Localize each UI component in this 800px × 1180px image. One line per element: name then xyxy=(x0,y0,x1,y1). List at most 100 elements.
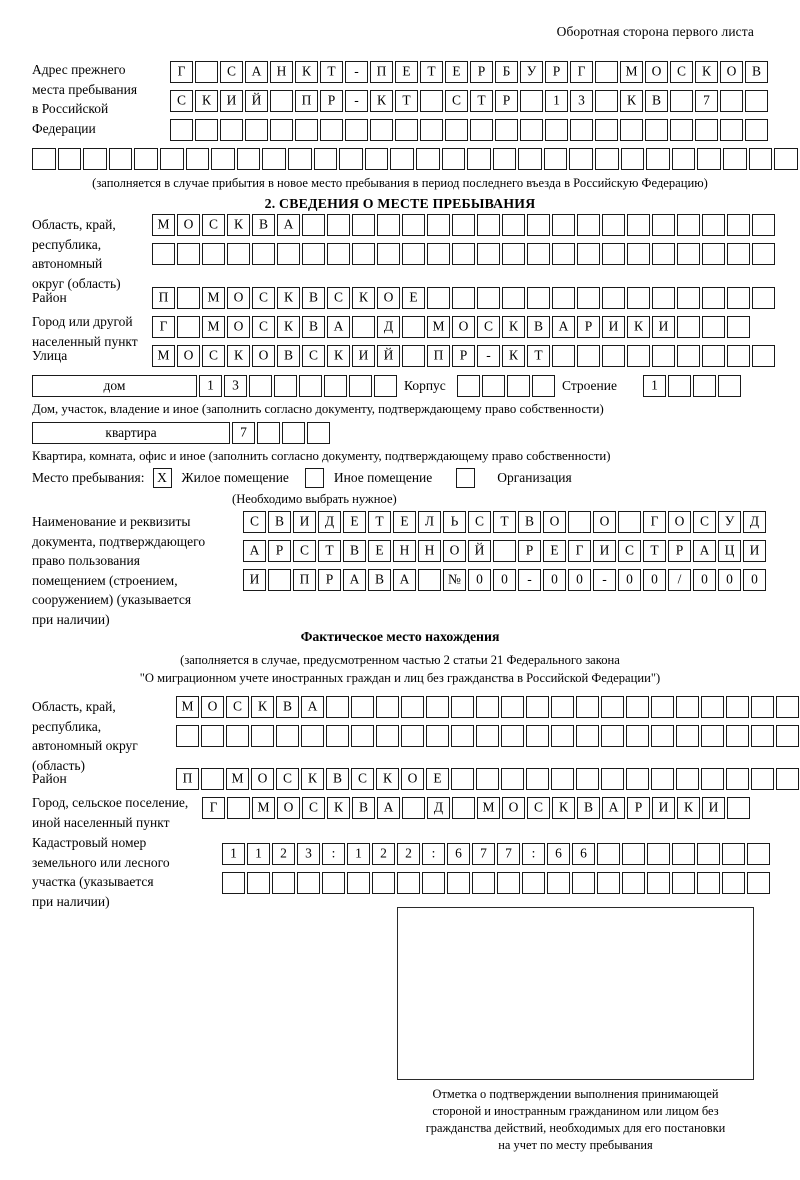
char-cell[interactable]: О xyxy=(401,768,424,790)
char-cell[interactable] xyxy=(526,696,549,718)
char-cell[interactable] xyxy=(652,345,675,367)
char-cell[interactable]: А xyxy=(277,214,300,236)
char-cell[interactable]: 6 xyxy=(572,843,595,865)
char-cell[interactable]: К xyxy=(195,90,218,112)
char-cell[interactable] xyxy=(620,119,643,141)
char-cell[interactable] xyxy=(776,696,799,718)
char-cell[interactable]: М xyxy=(202,316,225,338)
char-cell[interactable] xyxy=(245,119,268,141)
char-cell[interactable] xyxy=(397,872,420,894)
char-cell[interactable]: 1 xyxy=(545,90,568,112)
char-cell[interactable] xyxy=(568,511,591,533)
char-cell[interactable]: В xyxy=(326,768,349,790)
char-cell[interactable]: С xyxy=(202,345,225,367)
char-cell[interactable] xyxy=(222,872,245,894)
char-cell[interactable]: В xyxy=(577,797,600,819)
char-cell[interactable] xyxy=(427,243,450,265)
char-cell[interactable] xyxy=(527,243,550,265)
char-cell[interactable]: 3 xyxy=(224,375,247,397)
char-cell[interactable]: 1 xyxy=(222,843,245,865)
char-cell[interactable] xyxy=(552,243,575,265)
char-cell[interactable]: К xyxy=(677,797,700,819)
char-cell[interactable] xyxy=(177,243,200,265)
char-cell[interactable] xyxy=(452,797,475,819)
char-cell[interactable] xyxy=(170,119,193,141)
char-cell[interactable] xyxy=(364,148,389,170)
actual-region-row-2[interactable] xyxy=(176,725,799,747)
char-cell[interactable]: У xyxy=(718,511,741,533)
char-cell[interactable]: А xyxy=(301,696,324,718)
char-cell[interactable] xyxy=(677,345,700,367)
char-cell[interactable]: 1 xyxy=(643,375,666,397)
char-cell[interactable]: 0 xyxy=(643,569,666,591)
char-cell[interactable]: К xyxy=(251,696,274,718)
char-cell[interactable] xyxy=(470,119,493,141)
char-cell[interactable] xyxy=(307,422,330,444)
char-cell[interactable] xyxy=(670,90,693,112)
char-cell[interactable] xyxy=(476,725,499,747)
char-cell[interactable]: Н xyxy=(270,61,293,83)
char-cell[interactable]: 0 xyxy=(618,569,641,591)
char-cell[interactable]: В xyxy=(268,511,291,533)
char-cell[interactable] xyxy=(83,148,107,170)
char-cell[interactable] xyxy=(752,287,775,309)
checkbox-other-premises[interactable] xyxy=(304,468,324,488)
char-cell[interactable] xyxy=(501,768,524,790)
char-cell[interactable]: М xyxy=(152,345,175,367)
char-cell[interactable] xyxy=(377,214,400,236)
char-cell[interactable] xyxy=(670,119,693,141)
char-cell[interactable]: С xyxy=(618,540,641,562)
char-cell[interactable]: П xyxy=(176,768,199,790)
char-cell[interactable]: : xyxy=(422,843,445,865)
char-cell[interactable]: И xyxy=(652,797,675,819)
char-cell[interactable] xyxy=(352,214,375,236)
char-cell[interactable] xyxy=(727,797,750,819)
char-cell[interactable] xyxy=(551,725,574,747)
char-cell[interactable] xyxy=(420,90,443,112)
char-cell[interactable] xyxy=(645,119,668,141)
char-cell[interactable]: К xyxy=(376,768,399,790)
char-cell[interactable] xyxy=(751,696,774,718)
char-cell[interactable]: Г xyxy=(643,511,666,533)
char-cell[interactable] xyxy=(626,696,649,718)
checkbox-organization[interactable] xyxy=(456,468,476,488)
char-cell[interactable] xyxy=(701,696,724,718)
char-cell[interactable]: Л xyxy=(418,511,441,533)
char-cell[interactable]: 7 xyxy=(497,843,520,865)
char-cell[interactable] xyxy=(647,872,670,894)
char-cell[interactable]: Р xyxy=(452,345,475,367)
char-cell[interactable] xyxy=(349,375,372,397)
char-cell[interactable]: 1 xyxy=(199,375,222,397)
char-cell[interactable] xyxy=(726,768,749,790)
char-cell[interactable]: Р xyxy=(668,540,691,562)
char-cell[interactable] xyxy=(672,872,695,894)
char-cell[interactable]: К xyxy=(352,287,375,309)
char-cell[interactable] xyxy=(543,148,568,170)
char-cell[interactable] xyxy=(748,148,773,170)
char-cell[interactable]: К xyxy=(502,316,525,338)
char-cell[interactable]: В xyxy=(276,696,299,718)
char-cell[interactable]: О xyxy=(177,345,200,367)
char-cell[interactable]: Ц xyxy=(718,540,741,562)
char-cell[interactable] xyxy=(476,768,499,790)
char-cell[interactable]: С xyxy=(276,768,299,790)
char-cell[interactable] xyxy=(352,243,375,265)
char-cell[interactable]: С xyxy=(252,316,275,338)
char-cell[interactable]: К xyxy=(552,797,575,819)
char-cell[interactable]: В xyxy=(343,540,366,562)
char-cell[interactable]: № xyxy=(443,569,466,591)
char-cell[interactable] xyxy=(176,725,199,747)
char-cell[interactable] xyxy=(702,345,725,367)
char-cell[interactable]: Т xyxy=(395,90,418,112)
char-cell[interactable]: А xyxy=(393,569,416,591)
char-cell[interactable]: О xyxy=(645,61,668,83)
char-cell[interactable]: 0 xyxy=(743,569,766,591)
char-cell[interactable]: О xyxy=(227,287,250,309)
char-cell[interactable]: П xyxy=(370,61,393,83)
char-cell[interactable]: В xyxy=(518,511,541,533)
char-cell[interactable] xyxy=(401,696,424,718)
char-cell[interactable] xyxy=(482,375,505,397)
char-cell[interactable] xyxy=(577,214,600,236)
